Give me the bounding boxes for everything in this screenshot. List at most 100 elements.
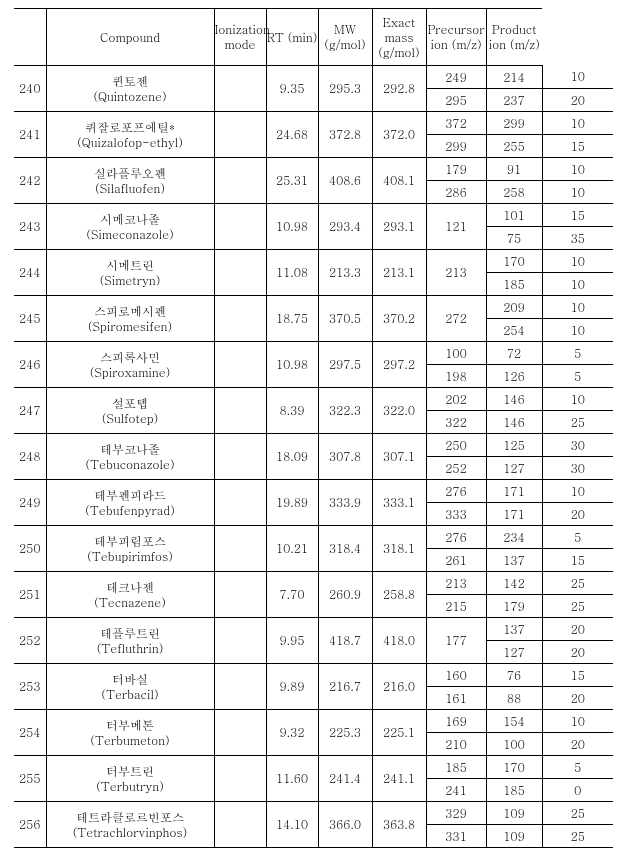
product-b-cell: 5 xyxy=(542,342,613,365)
precursor-cell: 161 xyxy=(426,687,486,710)
product-a-cell: 214 xyxy=(486,66,542,89)
precursor-cell: 202 xyxy=(426,388,486,411)
compound-name-ko: 스피로메시펜 xyxy=(49,304,212,319)
rt-cell: 9.35 xyxy=(266,66,318,112)
rt-cell: 25.31 xyxy=(266,158,318,204)
header-mw: MW (g/mol) xyxy=(318,9,372,66)
product-b-cell: 5 xyxy=(542,756,613,779)
rt-cell: 7.70 xyxy=(266,572,318,618)
product-a-cell: 170 xyxy=(486,250,542,273)
exact-mass-cell: 333.1 xyxy=(372,480,426,526)
row-index: 249 xyxy=(14,480,46,526)
ion-mode-cell xyxy=(214,802,266,848)
ion-mode-cell xyxy=(214,204,266,250)
mw-cell: 333.9 xyxy=(318,480,372,526)
product-a-cell: 146 xyxy=(486,388,542,411)
precursor-cell: 100 xyxy=(426,342,486,365)
mw-cell: 408.6 xyxy=(318,158,372,204)
compound-cell: 퀴잘로포프에틸*(Quizalofop-ethyl) xyxy=(46,112,214,158)
ion-mode-cell xyxy=(214,572,266,618)
exact-mass-cell: 307.1 xyxy=(372,434,426,480)
product-b-cell: 15 xyxy=(542,204,613,227)
product-a-cell: 142 xyxy=(486,572,542,595)
product-a-cell: 299 xyxy=(486,112,542,135)
compound-name-ko: 시메코나졸 xyxy=(49,212,212,227)
rt-cell: 9.32 xyxy=(266,710,318,756)
product-a-cell: 75 xyxy=(486,227,542,250)
compound-name-en: (Spiroxamine) xyxy=(49,365,212,380)
product-b-cell: 10 xyxy=(542,273,613,296)
row-index: 242 xyxy=(14,158,46,204)
product-a-cell: 170 xyxy=(486,756,542,779)
compound-name-ko: 테부펜피라드 xyxy=(49,488,212,503)
table-row: 256테트라클로르빈포스(Tetrachlorvinphos)14.10366.… xyxy=(14,802,613,825)
compound-name-ko: 테부피림포스 xyxy=(49,534,212,549)
compound-name-ko: 시메트린 xyxy=(49,258,212,273)
exact-mass-cell: 225.1 xyxy=(372,710,426,756)
rt-cell: 11.08 xyxy=(266,250,318,296)
table-row: 247설포텝(Sulfotep)8.39322.3322.020214610 xyxy=(14,388,613,411)
table-row: 241퀴잘로포프에틸*(Quizalofop-ethyl)24.68372.83… xyxy=(14,112,613,135)
product-a-cell: 185 xyxy=(486,273,542,296)
product-b-cell: 25 xyxy=(542,825,613,848)
precursor-cell: 252 xyxy=(426,457,486,480)
compound-name-ko: 터바실 xyxy=(49,672,212,687)
precursor-cell: 121 xyxy=(426,204,486,250)
product-b-cell: 10 xyxy=(542,296,613,319)
row-index: 245 xyxy=(14,296,46,342)
product-a-cell: 91 xyxy=(486,158,542,181)
compound-cell: 테트라클로르빈포스(Tetrachlorvinphos) xyxy=(46,802,214,848)
compound-name-ko: 설포텝 xyxy=(49,396,212,411)
compound-cell: 스피로메시펜(Spiromesifen) xyxy=(46,296,214,342)
product-a-cell: 234 xyxy=(486,526,542,549)
precursor-cell: 276 xyxy=(426,480,486,503)
product-b-cell: 35 xyxy=(542,227,613,250)
row-index: 247 xyxy=(14,388,46,434)
table-row: 240퀸토젠(Quintozene)9.35295.3292.824921410 xyxy=(14,66,613,89)
precursor-cell: 179 xyxy=(426,158,486,181)
compound-cell: 테부피림포스(Tebupirimfos) xyxy=(46,526,214,572)
product-b-cell: 5 xyxy=(542,365,613,388)
row-index: 244 xyxy=(14,250,46,296)
precursor-cell: 215 xyxy=(426,595,486,618)
product-b-cell: 20 xyxy=(542,687,613,710)
table-row: 249테부펜피라드(Tebufenpyrad)19.89333.9333.127… xyxy=(14,480,613,503)
mw-cell: 216.7 xyxy=(318,664,372,710)
product-a-cell: 254 xyxy=(486,319,542,342)
row-index: 256 xyxy=(14,802,46,848)
compound-name-en: (Silafluofen) xyxy=(49,181,212,196)
compound-cell: 시메코나졸(Simeconazole) xyxy=(46,204,214,250)
compound-name-ko: 테플루트린 xyxy=(49,626,212,641)
compound-cell: 테부코나졸(Tebuconazole) xyxy=(46,434,214,480)
rt-cell: 11.60 xyxy=(266,756,318,802)
compound-name-ko: 테부코나졸 xyxy=(49,442,212,457)
row-index: 246 xyxy=(14,342,46,388)
product-b-cell: 20 xyxy=(542,503,613,526)
compound-name-ko: 테트라클로르빈포스 xyxy=(49,810,212,825)
precursor-cell: 177 xyxy=(426,618,486,664)
product-a-cell: 154 xyxy=(486,710,542,733)
product-a-cell: 237 xyxy=(486,89,542,112)
ion-mode-cell xyxy=(214,618,266,664)
row-index: 248 xyxy=(14,434,46,480)
product-b-cell: 10 xyxy=(542,710,613,733)
header-product: Product ion (m/z) xyxy=(486,9,542,66)
compound-name-en: (Terbumeton) xyxy=(49,733,212,748)
table-row: 243시메코나졸(Simeconazole)10.98293.4293.1121… xyxy=(14,204,613,227)
precursor-cell: 250 xyxy=(426,434,486,457)
exact-mass-cell: 370.2 xyxy=(372,296,426,342)
product-a-cell: 171 xyxy=(486,503,542,526)
exact-mass-cell: 297.2 xyxy=(372,342,426,388)
ion-mode-cell xyxy=(214,112,266,158)
compound-cell: 터부메톤(Terbumeton) xyxy=(46,710,214,756)
compound-cell: 터바실(Terbacil) xyxy=(46,664,214,710)
exact-mass-cell: 322.0 xyxy=(372,388,426,434)
precursor-cell: 160 xyxy=(426,664,486,687)
product-b-cell: 10 xyxy=(542,158,613,181)
compound-cell: 테크나젠(Tecnazene) xyxy=(46,572,214,618)
product-b-cell: 20 xyxy=(542,733,613,756)
product-a-cell: 100 xyxy=(486,733,542,756)
product-a-cell: 127 xyxy=(486,457,542,480)
precursor-cell: 333 xyxy=(426,503,486,526)
rt-cell: 9.89 xyxy=(266,664,318,710)
